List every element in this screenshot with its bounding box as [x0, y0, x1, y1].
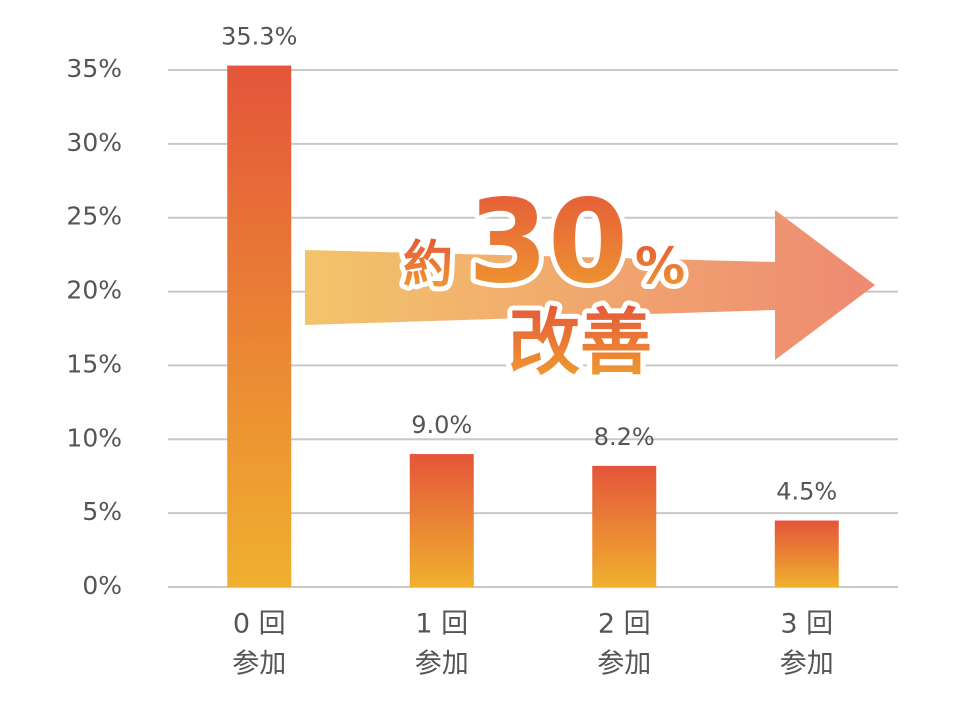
- annotation-unit: %: [635, 238, 685, 296]
- x-tick-label: 参加: [780, 649, 834, 680]
- x-tick-label: 参加: [597, 649, 651, 680]
- x-tick-label: 1 回: [415, 609, 468, 640]
- annotation-text: 改善: [508, 301, 652, 385]
- y-tick-label: 5%: [82, 497, 122, 526]
- y-tick-label: 15%: [66, 349, 122, 378]
- annotation-prefix: 約: [403, 236, 453, 294]
- y-tick-label: 10%: [66, 423, 122, 452]
- value-label: 4.5%: [776, 478, 837, 506]
- value-label: 8.2%: [594, 423, 655, 451]
- x-tick-label: 参加: [415, 649, 469, 680]
- y-tick-label: 30%: [66, 128, 122, 157]
- bar: [409, 454, 474, 587]
- x-tick-label: 参加: [232, 649, 286, 680]
- bar: [592, 465, 657, 587]
- y-tick-label: 25%: [66, 202, 122, 231]
- x-tick-label: 2 回: [598, 609, 651, 640]
- y-tick-label: 0%: [82, 571, 122, 600]
- annotation-number: 30: [468, 176, 628, 310]
- y-tick-label: 35%: [66, 54, 122, 83]
- bar: [774, 520, 839, 587]
- bar: [227, 65, 292, 587]
- x-tick-label: 0 回: [233, 609, 286, 640]
- improvement-arrow: [305, 210, 875, 360]
- value-label: 35.3%: [221, 23, 297, 51]
- y-tick-label: 20%: [66, 276, 122, 305]
- value-label: 9.0%: [411, 411, 472, 439]
- x-tick-label: 3 回: [780, 609, 833, 640]
